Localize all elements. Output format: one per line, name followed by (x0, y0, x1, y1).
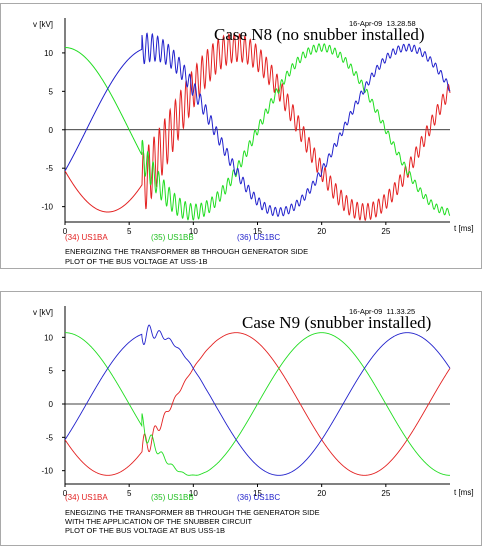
green-phase-trace (65, 332, 450, 476)
y-tick-label: -5 (46, 433, 54, 442)
chart-title: Case N9 (snubber installed) (242, 313, 432, 332)
voltage-plot-case-n8: 10 5 0 -5 -10 0 5 10 15 20 25 (41, 18, 451, 236)
legend-entry-us1bb: (35) US1BB (151, 493, 194, 502)
x-tick-label: 20 (317, 489, 326, 498)
chart-panel-case-n9: 10 5 0 -5 -10 0 5 10 15 20 25 v [kV] 16-Apr-09 11.… (0, 291, 482, 546)
legend-entry-us1ba: (34) US1BA (65, 493, 108, 502)
y-tick-label: -10 (41, 467, 53, 476)
chart-panel-case-n8: 10 5 0 -5 -10 0 5 10 15 20 25 v [kV] 16-Apr-09 13.… (0, 3, 482, 269)
caption-line-1: ENEGIZING THE TRANSFORMER 8B THROUGH THE… (65, 508, 320, 517)
y-tick-label: 5 (49, 367, 54, 376)
x-tick-label: 20 (317, 227, 326, 236)
legend-entry-us1bc: (36) US1BC (237, 493, 281, 502)
y-tick-label: 0 (49, 126, 54, 135)
y-tick-label: 0 (49, 400, 54, 409)
x-tick-label: 25 (381, 489, 390, 498)
red-phase-trace (65, 32, 451, 221)
y-axis-label: v [kV] (33, 20, 54, 29)
y-axis-label: v [kV] (33, 308, 54, 317)
blue-phase-trace (65, 32, 451, 217)
caption-line-2: PLOT OF THE BUS VOLTAGE AT USS-1B (65, 257, 208, 266)
x-tick-label: 15 (253, 227, 262, 236)
y-tick-label: 5 (49, 87, 54, 96)
caption-line-3: PLOT OF THE BUS VOLTAGE AT BUS USS-1B (65, 526, 226, 535)
x-tick-label: 0 (63, 227, 68, 236)
red-phase-trace (65, 332, 451, 476)
x-tick-label: 10 (189, 227, 198, 236)
y-tick-label: 10 (44, 333, 53, 342)
plot-timestamp: 16-Apr-09 11.33.25 (349, 307, 416, 316)
blue-phase-trace (65, 324, 451, 476)
caption-line-1: ENERGIZING THE TRANSFORMER 8B THROUGH GE… (65, 247, 309, 256)
y-tick-label: 10 (44, 49, 53, 58)
x-tick-label: 0 (63, 489, 68, 498)
voltage-plot-case-n9: 10 5 0 -5 -10 0 5 10 15 20 25 (41, 306, 451, 498)
x-tick-label: 5 (127, 489, 132, 498)
caption-line-2: WITH THE APPLICATION OF THE SNUBBER CIRC… (65, 517, 253, 526)
legend-entry-us1ba: (34) US1BA (65, 233, 108, 242)
chart-title: Case N8 (no snubber installed) (214, 25, 425, 44)
x-tick-label: 25 (381, 227, 390, 236)
y-tick-label: -10 (41, 203, 53, 212)
legend-entry-us1bb: (35) US1BB (151, 233, 194, 242)
green-phase-trace (65, 43, 451, 221)
x-tick-label: 10 (189, 489, 198, 498)
x-axis-label: t [ms] (454, 224, 474, 233)
legend-entry-us1bc: (36) US1BC (237, 233, 281, 242)
plot-timestamp: 16-Apr-09 13.28.58 (349, 19, 416, 28)
x-tick-label: 15 (253, 489, 262, 498)
x-tick-label: 5 (127, 227, 132, 236)
x-axis-label: t [ms] (454, 488, 474, 497)
y-tick-label: -5 (46, 164, 54, 173)
